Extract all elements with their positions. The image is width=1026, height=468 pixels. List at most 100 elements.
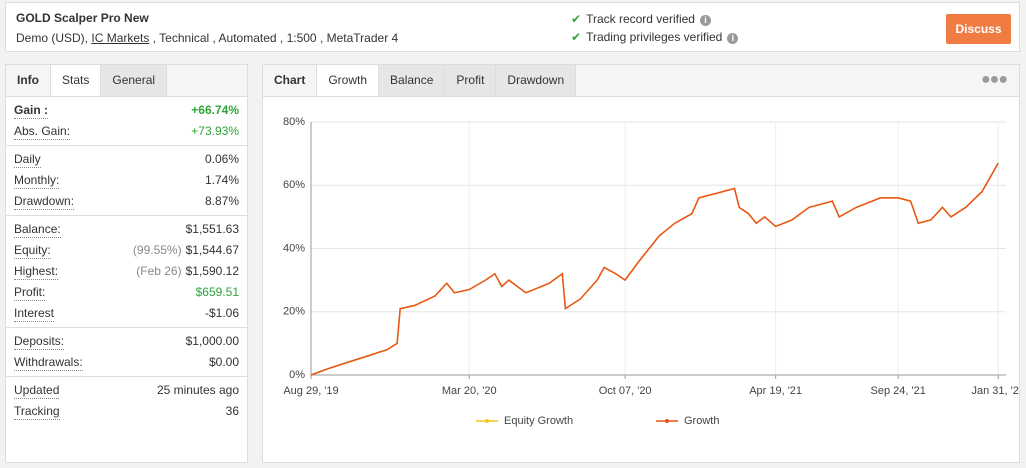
menu[interactable]: ●●● [981,71,1008,88]
stat-row: Abs. Gain: +73.93% [14,121,239,142]
stat-row: Withdrawals: $0.00 [14,352,239,373]
stat-row: Gain : +66.74% [14,100,239,121]
header: GOLD Scalper Pro New Demo (USD), IC Mark… [5,2,1020,52]
stat-label: Interest [14,306,55,322]
verified: Trading privileges verified [571,30,738,44]
x-tick-label: Sep 24, '21 [871,385,926,397]
y-tick-label: 40% [283,242,305,254]
stat-row: Deposits: $1,000.00 [14,331,239,352]
tab[interactable]: Info [6,65,51,96]
stat-value: $0.00 [208,355,239,369]
y-tick-label: 20% [283,306,305,318]
growth-line [310,162,999,376]
stat-row: Interest -$1.06 [14,303,239,324]
stat-value: -$1.06 [204,306,239,320]
x-tick-label: Oct 07, '20 [599,385,652,397]
stat-value-wrap: 8.87% [205,191,239,212]
stat-label: Equity: [14,243,51,259]
tab[interactable]: Profit [445,65,497,96]
x-tick-label: Jan 31, '22 [972,385,1019,397]
tab[interactable]: General [101,65,168,96]
stat-value: 0.06% [204,152,239,166]
stat-value: +66.74% [191,103,239,117]
stat-row: Highest: (Feb 26) $1,590.12 [14,261,239,282]
legend-dot [485,419,489,423]
stat-value-wrap: $0.00 [209,352,239,373]
y-tick-label: 0% [289,369,305,381]
stat-value-wrap: (99.55%) $1,544.67 [133,240,239,261]
stats-group: Deposits: $1,000.00 Withdrawals: $0.00 [6,328,247,377]
broker-link[interactable]: IC Markets [91,31,150,45]
stats-group: Balance: $1,551.63 Equity: (99.55%) $1,544.6… [6,216,247,328]
stat-row: Equity: (99.55%) $1,544.67 [14,240,239,261]
stat-row: Updated 25 minutes ago [14,380,239,401]
details: , Technical , Automated , 1:500 , MetaTr… [152,31,399,45]
stat-value: $659.51 [195,285,239,299]
stat-value: 25 minutes ago [156,383,239,397]
legend-dot [665,419,669,423]
stats-group: Daily 0.06% Monthly: 1.74% Drawdown: 8.87% [6,146,247,216]
y-tick-label: 60% [283,179,305,191]
stat-value-wrap: $659.51 [196,282,239,303]
chart-panel: Chart Growth Balance Profit Drawdown ●●● 0% 2… [262,64,1020,463]
stats: Gain : +66.74% Abs. Gain: +73.93% Daily 0.06%… [6,97,247,425]
stat-row: Profit: $659.51 [14,282,239,303]
stat-label: Gain : [14,103,49,119]
x-tick-label: Apr 19, '21 [749,385,802,397]
stat-value-wrap: 0.06% [205,149,239,170]
stat-note: (Feb 26) [136,264,182,278]
stat-value: $1,544.67 [185,243,239,257]
tab[interactable]: Growth [317,65,380,96]
stat-label: Drawdown: [14,194,75,210]
stat-value: 8.87% [204,194,239,208]
stat-value-wrap: $1,000.00 [186,331,239,352]
stat-value-wrap: 1.74% [205,170,239,191]
tabs: Chart Growth Balance Profit Drawdown [263,65,1019,97]
stats-panel: Info Stats General Gain : +66.74% Abs. Gain:… [5,64,248,463]
stat-value-wrap: $1,551.63 [186,219,239,240]
stats-group: Gain : +66.74% Abs. Gain: +73.93% [6,97,247,146]
stat-value: 36 [225,404,239,418]
stat-note: (99.55%) [132,243,182,257]
stat-row: Monthly: 1.74% [14,170,239,191]
stat-value-wrap: +66.74% [191,100,239,121]
stats-group: Updated 25 minutes ago Tracking 36 [6,377,247,425]
system-title: GOLD Scalper Pro New [16,11,149,25]
stat-value-wrap: 36 [226,401,239,422]
discuss-button[interactable]: Discuss [946,14,1011,44]
stat-value-wrap: -$1.06 [205,303,239,324]
stat-value-wrap: 25 minutes ago [157,380,239,401]
stat-label: Balance: [14,222,61,238]
stat-label: Deposits: [14,334,65,350]
y-tick-label: 80% [283,116,305,128]
chart: 0% 20% 40% 60% 80% Aug 29, '19 Mar 20, '20 Oct … [283,116,1019,427]
stat-value-wrap: (Feb 26) $1,590.12 [136,261,239,282]
tabs: Info Stats General [6,65,247,97]
stat-value: $1,590.12 [185,264,239,278]
account: Demo (USD), [16,31,89,45]
x-tick-label: Aug 29, '19 [283,385,338,397]
stat-label: Updated [14,383,60,399]
stat-value: 1.74% [204,173,239,187]
legend-label: Equity Growth [504,415,573,427]
stat-label: Profit: [14,285,46,301]
tab[interactable]: Drawdown [496,65,577,96]
growth-line [310,162,999,376]
stat-row: Drawdown: 8.87% [14,191,239,212]
stat-value: $1,551.63 [185,222,239,236]
stat-row: Tracking 36 [14,401,239,422]
stat-label: Tracking [14,404,60,420]
stat-value: $1,000.00 [185,334,239,348]
tab[interactable]: Balance [379,65,446,96]
verified: Track record verified [571,12,711,26]
tab[interactable]: Stats [51,65,102,96]
stat-value-wrap: +73.93% [191,121,239,142]
stat-row: Balance: $1,551.63 [14,219,239,240]
stat-value: +73.93% [191,124,239,138]
tab[interactable]: Chart [263,65,318,96]
stat-row: Daily 0.06% [14,149,239,170]
stat-label: Withdrawals: [14,355,83,371]
stat-label: Highest: [14,264,59,280]
x-tick-label: Mar 20, '20 [442,385,497,397]
